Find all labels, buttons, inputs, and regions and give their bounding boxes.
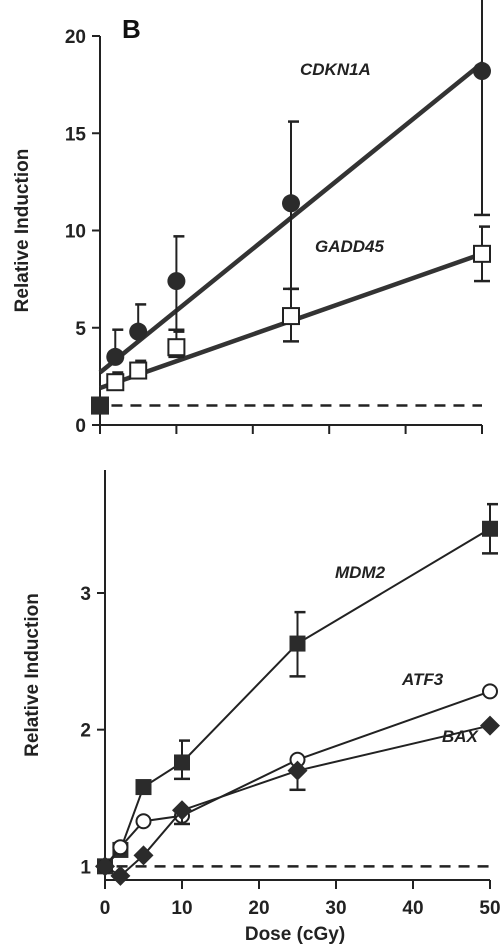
atf3-point	[482, 683, 498, 700]
cdkn1a-point	[473, 62, 491, 81]
x-tick-label: 30	[325, 898, 346, 919]
y-tick-label: 15	[65, 124, 87, 145]
x-tick-label: 20	[248, 898, 269, 919]
y-tick-label: 0	[75, 416, 86, 437]
y-tick-label: 5	[75, 319, 86, 340]
mdm2-point	[135, 779, 152, 796]
bax-point	[133, 845, 154, 866]
y-tick-label: 20	[65, 27, 86, 48]
bax-point	[95, 856, 115, 877]
mdm2-label: MDM2	[335, 563, 386, 582]
origin-point	[91, 396, 109, 415]
gadd45-point	[473, 244, 491, 263]
mdm2-point	[482, 520, 498, 537]
panel-letter: B	[122, 14, 141, 44]
bax-point	[172, 800, 192, 821]
mdm2-point	[174, 754, 190, 771]
cdkn1a-point	[106, 347, 125, 366]
y-tick-label: 2	[80, 721, 91, 742]
bax-point	[480, 715, 500, 736]
atf3-point	[112, 839, 129, 856]
x-tick-label: 0	[100, 898, 111, 919]
gadd45-label: GADD45	[315, 237, 385, 256]
x-axis-title: Dose (cGy)	[245, 924, 345, 945]
mdm2-point	[289, 635, 306, 652]
y-tick-label: 3	[80, 584, 91, 605]
bax-point	[287, 760, 308, 781]
bax-line	[104, 724, 491, 878]
mdm2-line	[104, 527, 491, 868]
cdkn1a-point	[167, 272, 186, 291]
y-axis-title: Relative Induction	[12, 149, 33, 313]
gadd45-point	[106, 373, 125, 392]
atf3-label: ATF3	[401, 670, 444, 689]
x-tick-label: 50	[479, 898, 500, 919]
x-tick-label: 40	[402, 898, 423, 919]
atf3-point	[135, 813, 152, 830]
x-tick-label: 10	[171, 898, 192, 919]
cdkn1a-label: CDKN1A	[300, 60, 371, 79]
bax-label: BAX	[442, 727, 480, 746]
y-axis-title: Relative Induction	[22, 593, 43, 757]
cdkn1a-point	[129, 322, 148, 341]
bax-point	[110, 865, 131, 886]
top-chart: 0 5 10 15 20 Relative Induction CDKN1A GADD45	[12, 0, 491, 437]
gadd45-point	[129, 361, 148, 380]
y-tick-label: 10	[65, 222, 86, 243]
cdkn1a-point	[282, 194, 300, 213]
gadd45-point	[167, 338, 186, 357]
gadd45-point	[282, 307, 300, 326]
y-tick-label: 1	[80, 857, 91, 878]
